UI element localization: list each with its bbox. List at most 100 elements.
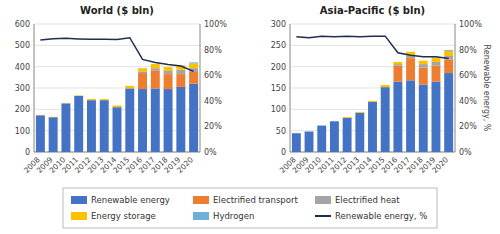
bar [61,103,70,104]
bar [151,68,160,70]
bar [355,111,364,113]
bar [393,64,402,65]
y2-tick-label: 80% [459,46,477,55]
bar [49,117,58,152]
legend-label: Hydrogen [213,211,254,221]
bar [74,96,83,152]
legend-box [63,188,437,228]
bar [317,125,326,126]
bar [292,133,301,134]
bar [87,100,96,101]
bar [74,95,83,96]
y2-tick-label: 100% [459,20,482,29]
bar [343,118,352,152]
marks [292,36,453,152]
y2-tick-label: 0% [204,148,217,157]
bar [355,112,364,113]
bar [100,99,109,100]
bar [419,85,428,152]
bar [138,89,147,152]
panel: Asia-Pacific ($ bln)0501001502002503000%… [271,5,491,175]
bar [176,70,185,74]
bar [343,117,352,118]
bar [164,67,173,68]
bar [406,80,415,152]
bar [419,68,428,85]
bar [406,58,415,80]
legend-label: Electrified transport [213,195,298,205]
bar [368,101,377,102]
bar [444,51,453,56]
bar [330,121,339,122]
bar [151,88,160,152]
y-tick-label: 150 [271,84,286,93]
bar [368,101,377,102]
bar [61,102,70,103]
y2-tick-label: 40% [459,97,477,106]
bar [305,131,314,132]
bar [113,105,122,107]
y2-tick-label: 60% [459,71,477,80]
bar [343,117,352,118]
bar [164,74,173,89]
legend-swatch [193,196,209,204]
bar [343,117,352,118]
bar [305,131,314,132]
bar [393,62,402,64]
y-tick-label: 400 [15,63,30,72]
title: World ($ bln) [80,5,154,16]
bar [61,102,70,103]
y-tick-label: 600 [15,20,30,29]
bar [125,86,134,89]
bar [49,116,58,117]
line [296,36,448,58]
bar [305,131,314,132]
bar [419,60,428,61]
y2-tick-label: 20% [459,122,477,131]
y2-axis [200,24,201,152]
bar [61,103,70,104]
grid-line [34,66,200,67]
bar [444,59,453,73]
bar [36,114,45,115]
bar [444,73,453,152]
bar [100,100,109,101]
bar [432,58,441,62]
y-axis [34,24,35,152]
legend-swatch [315,215,331,217]
bar [368,100,377,102]
x-tick-label: 2020 [430,155,450,175]
y-tick-label: 0 [281,148,286,157]
bar [292,133,301,152]
bar [444,50,453,52]
line [40,38,193,72]
legend-swatch [315,196,331,204]
grid-line [34,45,200,46]
bar [432,82,441,152]
bar [317,126,326,152]
y2-axis-label: Renewable energy, % [482,45,491,132]
bar [36,115,45,116]
bar [74,95,83,96]
legend: Renewable energyElectrified transportEle… [63,188,437,228]
bar [432,62,441,65]
y-tick-label: 100 [271,105,286,114]
y-tick-label: 50 [276,127,286,136]
bar [419,64,428,67]
bar [330,121,339,122]
legend-label: Renewable energy, % [335,211,427,221]
legend-label: Renewable energy [91,195,170,205]
bar [189,62,198,63]
bar [292,133,301,134]
grid-line [34,24,200,25]
bar [419,61,428,64]
y2-tick-label: 40% [204,97,222,106]
bar [138,68,147,71]
bar [330,121,339,152]
y-tick-label: 500 [15,41,30,50]
x-tick-label: 2020 [175,155,195,175]
bar [164,89,173,152]
bar [125,85,134,86]
bar [393,65,402,81]
y-tick-label: 200 [271,63,286,72]
